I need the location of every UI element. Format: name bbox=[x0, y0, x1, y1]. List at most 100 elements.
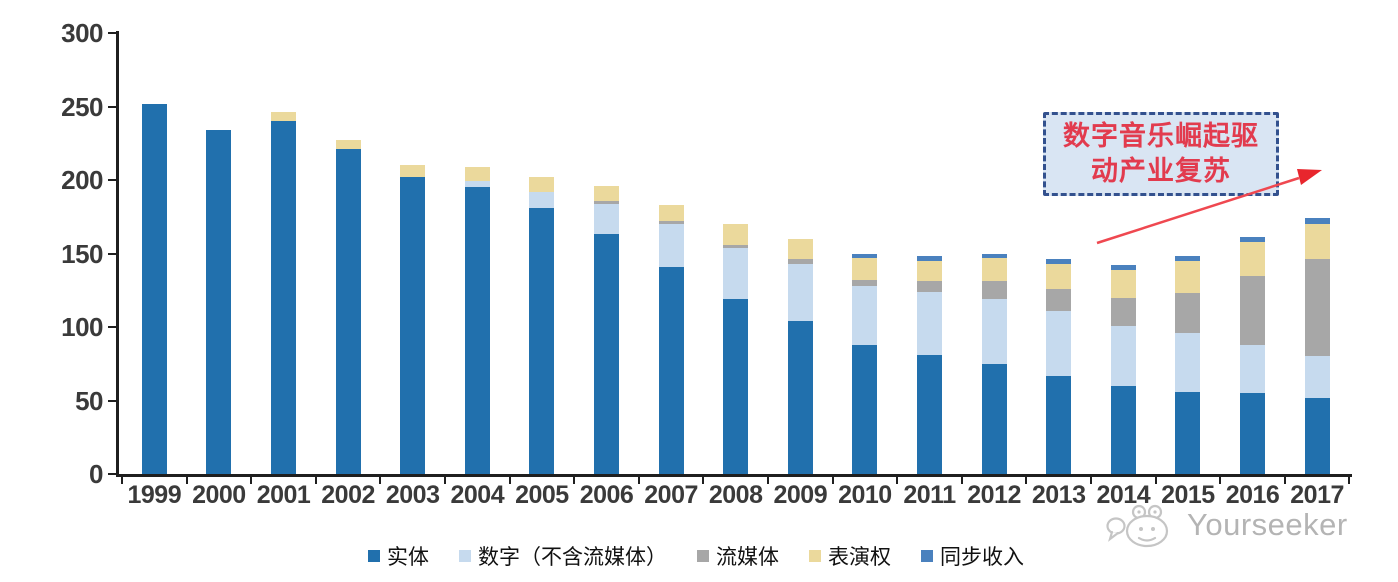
x-axis-tick bbox=[444, 476, 446, 484]
x-axis-label-2008: 2008 bbox=[708, 481, 763, 509]
legend: 实体 数字（不含流媒体） 流媒体 表演权 同步收入 bbox=[368, 541, 1024, 571]
x-axis-label-2014: 2014 bbox=[1096, 481, 1151, 509]
legend-item-数字（不含流媒体）: 数字（不含流媒体） bbox=[459, 541, 667, 571]
x-axis-tick bbox=[1090, 476, 1092, 484]
y-axis-tick bbox=[108, 399, 117, 402]
x-axis-label-2011: 2011 bbox=[903, 481, 956, 509]
x-axis-tick bbox=[1154, 476, 1157, 484]
x-axis-tick bbox=[573, 476, 576, 484]
x-axis-tick bbox=[702, 476, 705, 484]
bar-segment-2003-实体 bbox=[400, 177, 426, 474]
y-axis-tick bbox=[108, 32, 117, 34]
bar-segment-1999-实体 bbox=[141, 103, 167, 474]
y-axis-tick-label: 0 bbox=[89, 459, 103, 489]
legend-swatch-icon bbox=[368, 550, 380, 562]
x-axis-label-2013: 2013 bbox=[1031, 481, 1086, 509]
legend-swatch-icon bbox=[809, 550, 821, 562]
annotation-line-2: 动产业复苏 bbox=[1091, 156, 1231, 186]
x-axis-tick bbox=[250, 476, 253, 484]
x-axis-label-2010: 2010 bbox=[838, 481, 892, 509]
legend-item-实体: 实体 bbox=[368, 541, 429, 571]
bar-segment-2017-数字（不含流媒体） bbox=[1304, 356, 1330, 398]
bar-segment-2009-表演权 bbox=[787, 238, 813, 260]
legend-label: 流媒体 bbox=[716, 545, 779, 569]
x-axis-label-2003: 2003 bbox=[385, 481, 440, 509]
bar-segment-2000-实体 bbox=[206, 130, 232, 474]
bar-segment-2009-实体 bbox=[787, 321, 813, 474]
x-axis-label-1999: 1999 bbox=[127, 481, 182, 509]
bar-segment-2009-流媒体 bbox=[787, 259, 813, 264]
bar-segment-2002-表演权 bbox=[335, 140, 361, 150]
x-axis-label-2006: 2006 bbox=[579, 481, 634, 509]
x-axis-tick bbox=[314, 476, 317, 484]
x-axis-tick bbox=[896, 476, 899, 484]
legend-swatch-icon bbox=[697, 550, 709, 562]
x-axis-tick bbox=[1219, 476, 1222, 484]
y-axis-tick-label: 150 bbox=[61, 238, 103, 269]
y-axis-tick bbox=[108, 473, 117, 475]
bar-segment-2015-实体 bbox=[1175, 391, 1201, 474]
bar-segment-2010-实体 bbox=[852, 344, 878, 474]
x-axis-tick bbox=[767, 476, 769, 484]
y-axis-tick-label: 250 bbox=[61, 91, 103, 122]
x-axis-label-2015: 2015 bbox=[1161, 481, 1215, 509]
x-axis-tick bbox=[637, 476, 640, 484]
bar-segment-2007-表演权 bbox=[658, 204, 684, 222]
bar-segment-2008-实体 bbox=[723, 299, 749, 474]
legend-swatch-icon bbox=[921, 550, 933, 562]
legend-item-流媒体: 流媒体 bbox=[697, 541, 779, 571]
y-axis-tick bbox=[108, 105, 117, 108]
bar-segment-2017-表演权 bbox=[1304, 224, 1330, 260]
x-axis-label-2004: 2004 bbox=[450, 481, 505, 509]
legend-swatch-icon bbox=[459, 550, 471, 562]
bar-segment-2003-表演权 bbox=[400, 165, 426, 178]
bar-segment-2014-流媒体 bbox=[1110, 297, 1136, 326]
bar-segment-2015-表演权 bbox=[1175, 260, 1201, 294]
y-axis-tick bbox=[108, 252, 117, 255]
bar-segment-2007-实体 bbox=[658, 266, 684, 474]
x-axis-label-2007: 2007 bbox=[644, 481, 698, 509]
annotation-callout-box: 数字音乐崛起驱 动产业复苏 bbox=[1043, 112, 1279, 196]
bar-segment-2010-数字（不含流媒体） bbox=[852, 285, 878, 345]
legend-label: 实体 bbox=[387, 545, 429, 569]
bar-segment-2006-流媒体 bbox=[594, 200, 619, 204]
annotation-line-1: 数字音乐崛起驱 bbox=[1063, 121, 1259, 151]
bar-segment-2016-表演权 bbox=[1240, 241, 1265, 276]
bar-segment-2013-表演权 bbox=[1046, 263, 1072, 289]
y-axis-tick bbox=[108, 326, 117, 328]
bar-segment-2006-表演权 bbox=[594, 185, 619, 201]
y-axis-line bbox=[116, 31, 119, 476]
legend-item-表演权: 表演权 bbox=[809, 541, 891, 571]
bar-segment-2016-实体 bbox=[1240, 393, 1265, 474]
bar-segment-2008-流媒体 bbox=[723, 244, 749, 248]
bar-segment-2013-实体 bbox=[1046, 375, 1072, 474]
watermark: Yourseeker bbox=[1105, 499, 1348, 551]
legend-label: 数字（不含流媒体） bbox=[478, 545, 667, 569]
y-axis-tick-label: 100 bbox=[61, 312, 103, 342]
bar-segment-2012-同步收入 bbox=[981, 253, 1007, 258]
bar-segment-2011-表演权 bbox=[917, 260, 942, 282]
legend-label: 表演权 bbox=[828, 545, 891, 569]
bar-segment-2007-流媒体 bbox=[658, 221, 684, 225]
bar-segment-2011-实体 bbox=[917, 354, 942, 474]
legend-label: 同步收入 bbox=[940, 545, 1024, 569]
bar-segment-2010-流媒体 bbox=[852, 279, 878, 286]
x-axis-label-2017: 2017 bbox=[1290, 481, 1344, 509]
x-axis-tick bbox=[960, 476, 963, 484]
bar-segment-2001-实体 bbox=[271, 121, 296, 474]
bar-segment-2005-实体 bbox=[529, 207, 555, 474]
y-axis-tick-label: 300 bbox=[61, 18, 103, 48]
x-axis-tick bbox=[1283, 476, 1286, 484]
bar-segment-2014-表演权 bbox=[1110, 269, 1136, 298]
bar-segment-2014-实体 bbox=[1110, 385, 1136, 474]
x-axis-label-2005: 2005 bbox=[515, 481, 569, 509]
bar-segment-2017-流媒体 bbox=[1304, 259, 1330, 357]
watermark-text: Yourseeker bbox=[1187, 507, 1348, 542]
bar-segment-2005-数字（不含流媒体） bbox=[529, 191, 555, 208]
x-axis-label-2016: 2016 bbox=[1225, 481, 1280, 509]
x-axis-tick bbox=[185, 476, 188, 484]
bar-segment-2001-表演权 bbox=[271, 112, 296, 122]
bar-segment-2015-数字（不含流媒体） bbox=[1175, 332, 1201, 392]
legend-item-同步收入: 同步收入 bbox=[921, 541, 1024, 571]
